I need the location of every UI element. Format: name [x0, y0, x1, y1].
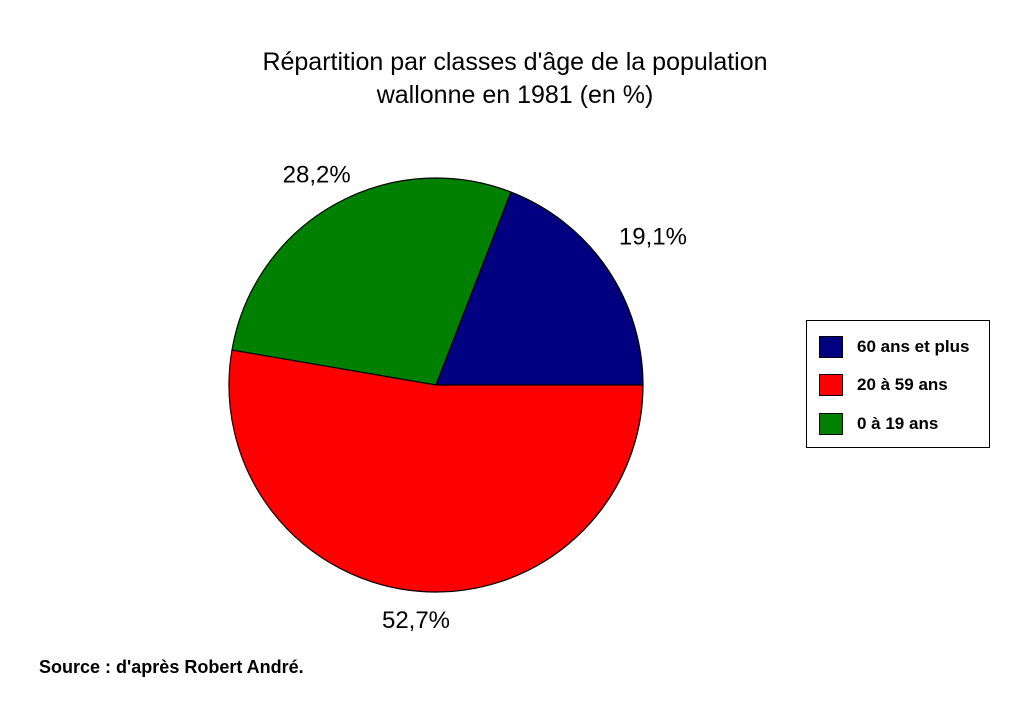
legend-label-20-59: 20 à 59 ans — [857, 375, 948, 394]
legend-label-60-plus: 60 ans et plus — [857, 337, 970, 356]
pie-slice-60-ans-et-plus — [435, 191, 644, 386]
pie-slices — [228, 177, 644, 593]
pie-label-20-59-ans: 52,7% — [382, 607, 450, 634]
pie-slice-20-59-ans — [228, 349, 644, 593]
chart-title: Répartition par classes d'âge de la popu… — [0, 46, 1022, 112]
pie-label-60-ans-et-plus: 19,1% — [619, 224, 687, 251]
source-note: Source : d'après Robert André. — [39, 657, 304, 677]
legend-item-0-19: 0 à 19 ans — [819, 413, 938, 435]
pie-label-0-19-ans: 28,2% — [283, 161, 351, 188]
legend-label-0-19: 0 à 19 ans — [857, 414, 939, 433]
legend-item-20-59: 20 à 59 ans — [819, 374, 948, 396]
pie-labels: 19,1% 28,2% 52,7% — [283, 161, 687, 634]
chart-legend: 60 ans et plus 20 à 59 ans 0 à 19 ans — [806, 320, 990, 448]
legend-item-60-plus: 60 ans et plus — [819, 336, 969, 358]
legend-swatch-0-19 — [819, 413, 843, 435]
pie-slice-0-19-ans — [231, 177, 512, 386]
legend-swatch-20-59 — [819, 374, 843, 396]
legend-swatch-60-plus — [819, 336, 843, 358]
chart-title-line-1: Répartition par classes d'âge de la popu… — [262, 48, 768, 76]
chart-title-line-2: wallonne en 1981 (en %) — [376, 81, 654, 109]
